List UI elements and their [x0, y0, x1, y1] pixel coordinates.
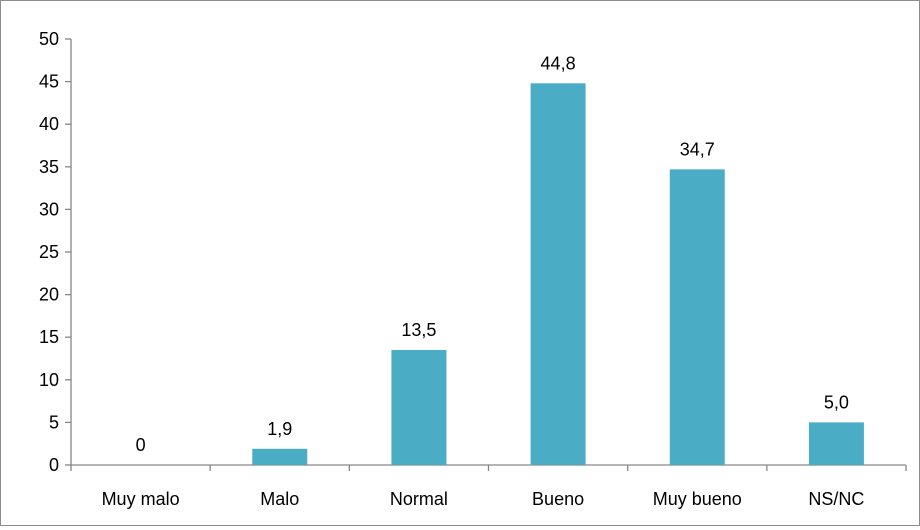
data-labels: 0 1,9 13,5 44,8 34,7 5,0: [136, 53, 849, 455]
x-tick-label: Muy bueno: [653, 489, 742, 509]
y-tick-label: 15: [39, 327, 59, 347]
data-label: 34,7: [680, 139, 715, 159]
x-tick-label: Muy malo: [102, 489, 180, 509]
bar: [669, 169, 725, 465]
bar: [808, 422, 864, 465]
y-tick-label: 50: [39, 29, 59, 49]
y-tick-label: 30: [39, 199, 59, 219]
y-tick-label: 45: [39, 72, 59, 92]
x-tick-label: Malo: [260, 489, 299, 509]
y-tick-label: 40: [39, 114, 59, 134]
data-label: 0: [136, 435, 146, 455]
bar: [252, 448, 308, 465]
bar: [391, 349, 447, 465]
bar: [530, 83, 586, 465]
y-tick-label: 10: [39, 370, 59, 390]
y-tick-label: 25: [39, 242, 59, 262]
y-tick-label: 35: [39, 157, 59, 177]
x-tick-label: NS/NC: [808, 489, 864, 509]
y-axis: 0 5 10 15 20 25 30 35 40 45 50: [39, 29, 72, 475]
x-tick-label: Normal: [390, 489, 448, 509]
data-label: 1,9: [267, 419, 292, 439]
data-label: 44,8: [541, 53, 576, 73]
data-label: 5,0: [824, 392, 849, 412]
y-tick-label: 20: [39, 285, 59, 305]
y-tick-label: 5: [49, 412, 59, 432]
x-tick-label: Bueno: [532, 489, 584, 509]
data-label: 13,5: [401, 320, 436, 340]
x-axis: Muy malo Malo Normal Bueno Muy bueno NS/NC: [70, 464, 907, 509]
bars: [252, 83, 864, 465]
y-tick-label: 0: [49, 455, 59, 475]
